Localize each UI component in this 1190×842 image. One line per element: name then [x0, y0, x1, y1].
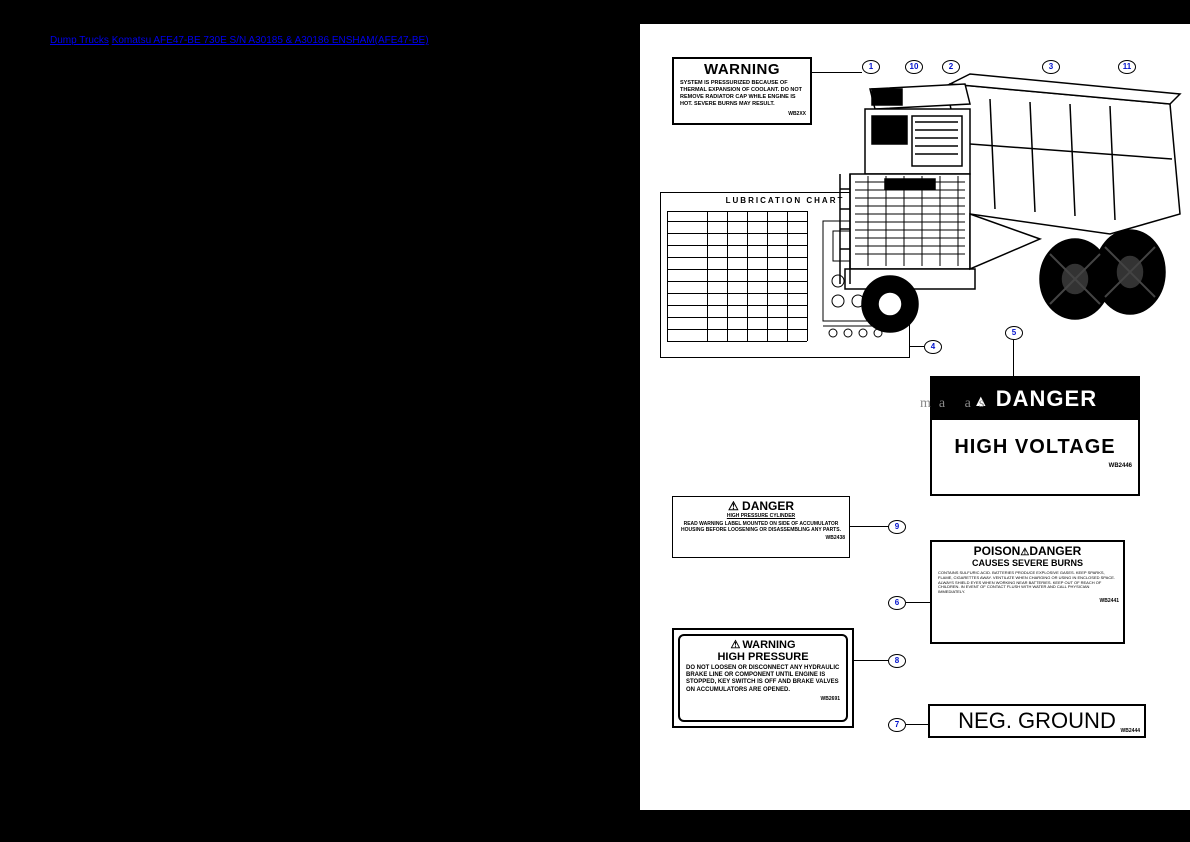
page-top-crop [640, 0, 1190, 24]
poison-body: CONTAINS SULFURIC ACID. BATTERIES PRODUC… [932, 568, 1123, 598]
poison-title: POISON⚠DANGER [932, 542, 1123, 558]
neg-ground-text: NEG. GROUND [930, 706, 1144, 734]
warn-hp-body: DO NOT LOOSEN OR DISCONNECT ANY HYDRAULI… [686, 663, 840, 696]
leader-line [812, 72, 862, 73]
warn-hp-code: WB2691 [686, 696, 840, 702]
skull-icon: ⚠ [1020, 547, 1029, 558]
warning-body: SYSTEM IS PRESSURIZED BECAUSE OF THERMAL… [674, 78, 810, 111]
callout-10: 10 [905, 60, 923, 74]
neg-ground-code: WB2444 [1121, 728, 1140, 734]
label-danger-accumulator: DANGER HIGH PRESSURE CYLINDER READ WARNI… [672, 496, 850, 558]
leader-line [854, 660, 888, 661]
breadcrumb-prefix-link[interactable]: Dump Trucks [50, 35, 109, 46]
watermark-text: ma as [920, 396, 992, 412]
breadcrumb-model-link[interactable]: Komatsu AFE47-BE 730E S/N A30185 & A3018… [112, 35, 429, 46]
callout-3: 3 [1042, 60, 1060, 74]
callout-2: 2 [942, 60, 960, 74]
danger-hv-code: WB2446 [932, 463, 1138, 469]
warn-hp-title: WARNING [686, 638, 840, 651]
callout-11: 11 [1118, 60, 1136, 74]
diagram-page: WARNING SYSTEM IS PRESSURIZED BECAUSE OF… [640, 0, 1190, 842]
label-danger-high-voltage: DANGER HIGH VOLTAGE WB2446 [930, 376, 1140, 496]
poison-sub: CAUSES SEVERE BURNS [932, 558, 1123, 568]
leader-line [906, 602, 930, 603]
dump-truck-illustration [820, 54, 1190, 334]
callout-7: 7 [888, 718, 906, 732]
danger-sm-code: WB2438 [673, 535, 849, 541]
callout-4: 4 [924, 340, 942, 354]
label-neg-ground: NEG. GROUND WB2444 [928, 704, 1146, 738]
danger-hv-text: HIGH VOLTAGE [932, 420, 1138, 463]
page-bottom-crop [640, 810, 1190, 842]
danger-sm-title: DANGER [673, 497, 849, 513]
label-poison-danger: POISON⚠DANGER CAUSES SEVERE BURNS CONTAI… [930, 540, 1125, 644]
callout-5: 5 [1005, 326, 1023, 340]
leader-line [906, 724, 928, 725]
poison-title-right: DANGER [1029, 544, 1081, 558]
callout-9: 9 [888, 520, 906, 534]
leader-line [1013, 340, 1014, 376]
lube-table [667, 211, 807, 341]
poison-code: WB2441 [932, 598, 1123, 604]
label-warning-high-pressure: WARNING HIGH PRESSURE DO NOT LOOSEN OR D… [672, 628, 854, 728]
warning-title: WARNING [674, 61, 810, 78]
callout-1: 1 [862, 60, 880, 74]
callout-6: 6 [888, 596, 906, 610]
callout-8: 8 [888, 654, 906, 668]
warn-hp-sub: HIGH PRESSURE [686, 651, 840, 663]
label-warning-coolant: WARNING SYSTEM IS PRESSURIZED BECAUSE OF… [672, 57, 812, 125]
breadcrumb: Dump Trucks Komatsu AFE47-BE 730E S/N A3… [50, 35, 429, 46]
leader-line [850, 526, 888, 527]
poison-title-left: POISON [974, 544, 1021, 558]
left-column: Dump Trucks Komatsu AFE47-BE 730E S/N A3… [0, 0, 640, 842]
leader-line [910, 346, 924, 347]
warning-code: WB2XX [674, 111, 810, 117]
page-content: WARNING SYSTEM IS PRESSURIZED BECAUSE OF… [640, 24, 1190, 810]
danger-sm-body: READ WARNING LABEL MOUNTED ON SIDE OF AC… [673, 519, 849, 535]
